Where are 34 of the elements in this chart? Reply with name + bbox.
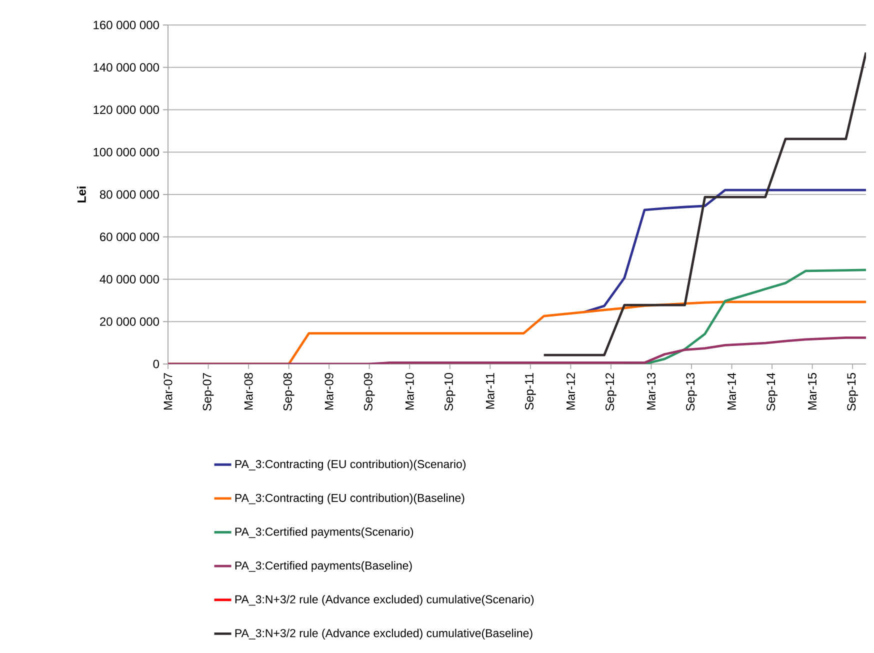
x-tick-label: Mar-07 — [164, 373, 172, 410]
legend-label: PA_3:Contracting (EU contribution)(Baseline) — [235, 494, 464, 504]
y-tick-label: 60 000 000 — [100, 232, 159, 242]
y-tick-label: 20 000 000 — [100, 317, 159, 326]
legend-label: PA_3:N+3/2 rule (Advance excluded) cumulative(Scenario) — [235, 594, 534, 606]
legend-label: PA_3:Certified payments(Baseline) — [235, 561, 412, 572]
x-tick-label: Sep-12 — [606, 373, 616, 411]
x-tick-label: Mar-14 — [728, 372, 736, 410]
y-tick-label: 140 000 000 — [94, 63, 159, 72]
x-tick-label: Sep-07 — [202, 373, 214, 411]
y-tick-label: 160 000 000 — [94, 20, 159, 30]
x-tick-label: Sep-08 — [283, 373, 294, 411]
x-tick-label: Sep-14 — [766, 372, 778, 411]
legend-label: PA_3:N+3/2 rule (Advance excluded) cumulative(Baseline) — [235, 628, 532, 640]
y-tick-label: 80 000 000 — [100, 190, 159, 199]
x-tick-label: Sep-15 — [847, 373, 858, 411]
x-tick-label: Mar-15 — [808, 373, 817, 410]
x-tick-label: Mar-13 — [646, 373, 656, 410]
x-tick-label: Mar-10 — [405, 372, 414, 410]
y-tick-label: 120 000 000 — [94, 106, 159, 114]
x-tick-label: Sep-13 — [686, 373, 697, 411]
y-tick-label: 0 — [153, 360, 160, 368]
x-tick-label: Sep-11 — [524, 373, 536, 410]
y-tick-label: 100 000 000 — [94, 148, 159, 156]
x-tick-label: Sep-10 — [444, 373, 456, 411]
legend-label: PA_3:Contracting (EU contribution)(Scenario) — [235, 460, 466, 470]
x-tick-label: Mar-12 — [566, 373, 575, 410]
x-tick-label: Sep-09 — [364, 373, 375, 411]
legend-label: PA_3:Certified payments(Scenario) — [235, 527, 414, 538]
x-tick-label: Mar-09 — [324, 373, 334, 410]
x-tick-label: Mar-11 — [486, 373, 494, 409]
y-axis-title: Lei — [77, 186, 86, 202]
x-tick-label: Mar-08 — [244, 373, 253, 410]
y-tick-label: 40 000 000 — [100, 275, 159, 284]
